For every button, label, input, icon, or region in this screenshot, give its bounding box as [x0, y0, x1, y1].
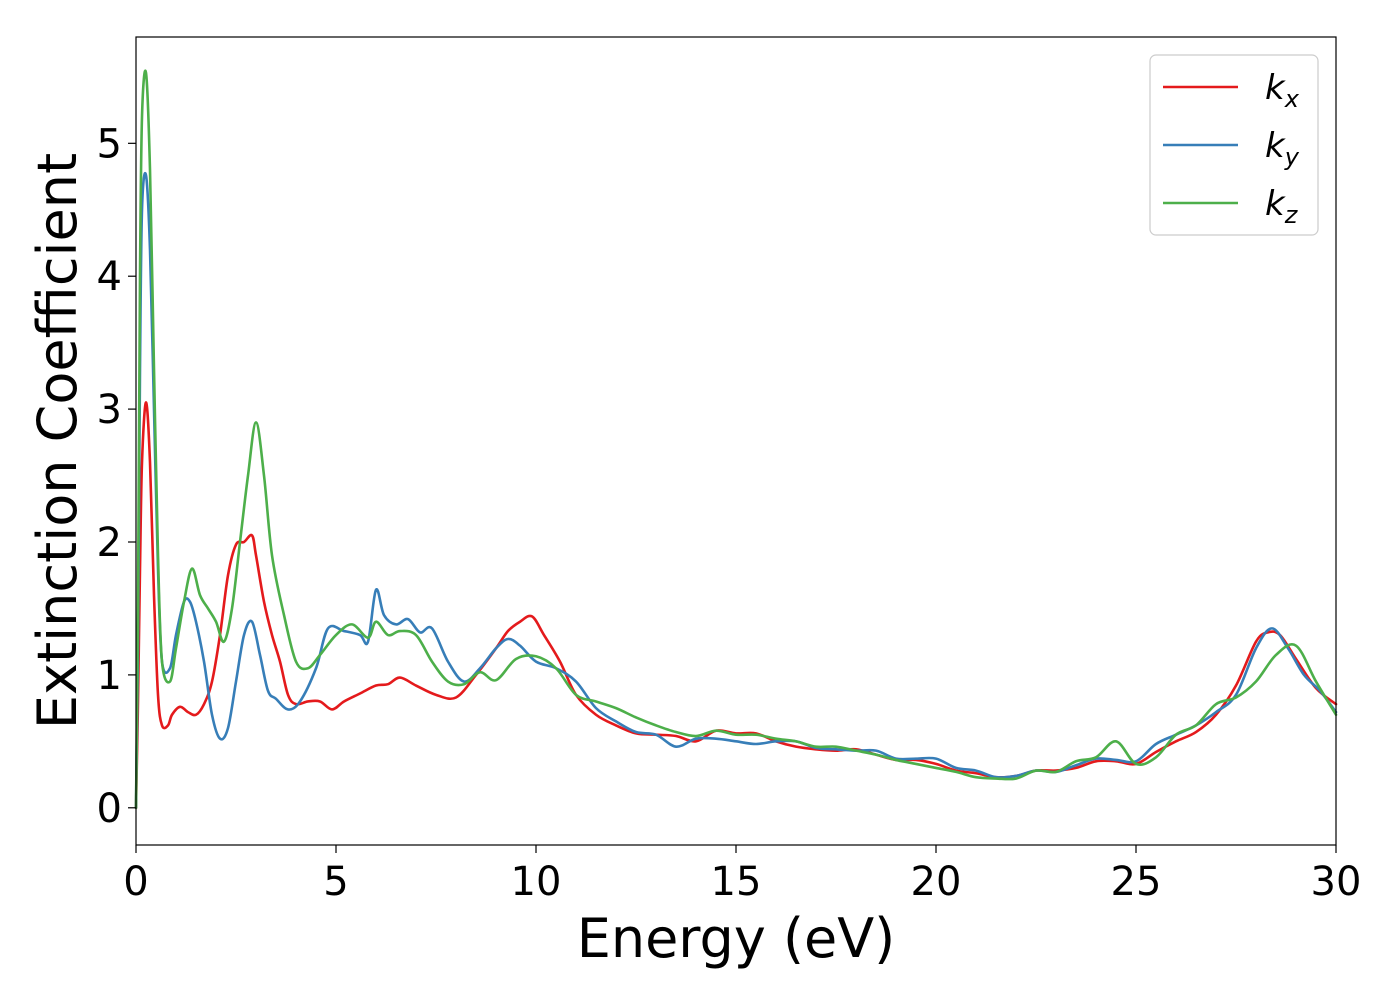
series-layer [134, 69, 1338, 810]
x-tick-label: 0 [123, 859, 148, 905]
x-axis-ticks: 0 5 10 15 20 25 30 [123, 845, 1361, 905]
y-tick-label: 4 [97, 254, 122, 300]
x-tick-label: 20 [911, 859, 962, 905]
series-line-kz [134, 69, 1338, 810]
y-axis-ticks: 0 1 2 3 4 5 [97, 121, 136, 832]
plot-area [136, 37, 1336, 845]
x-tick-label: 5 [323, 859, 348, 905]
x-tick-label: 30 [1311, 859, 1362, 905]
y-tick-label: 5 [97, 121, 122, 167]
series-line-kx [134, 401, 1338, 810]
x-axis-label: Energy (eV) [577, 907, 896, 970]
y-axis-label: Extinction Coefficient [26, 153, 89, 729]
x-tick-label: 10 [511, 859, 562, 905]
y-tick-label: 3 [97, 387, 122, 433]
x-tick-label: 25 [1111, 859, 1162, 905]
y-tick-label: 0 [97, 786, 122, 832]
y-tick-label: 1 [97, 653, 122, 699]
x-tick-label: 15 [711, 859, 762, 905]
y-tick-label: 2 [97, 520, 122, 566]
